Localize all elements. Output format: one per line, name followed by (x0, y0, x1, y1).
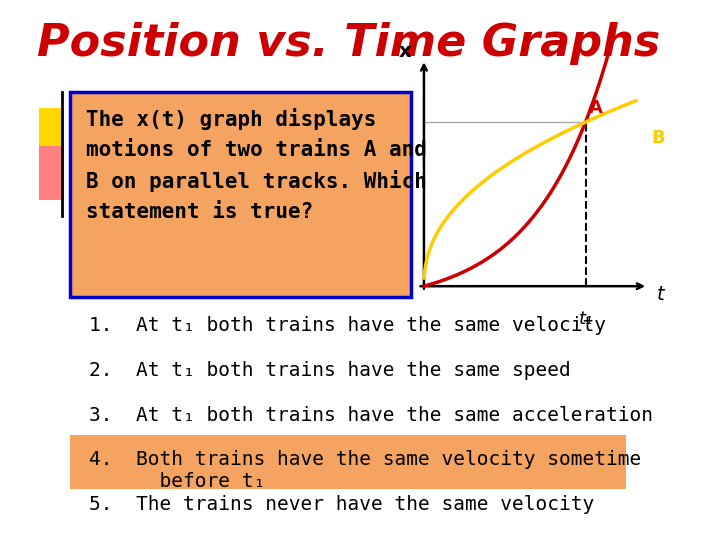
Text: 4.  Both trains have the same velocity sometime
      before t₁: 4. Both trains have the same velocity so… (89, 450, 642, 491)
Text: 5.  The trains never have the same velocity: 5. The trains never have the same veloci… (89, 495, 595, 514)
Text: Position vs. Time Graphs: Position vs. Time Graphs (37, 22, 660, 65)
Text: A: A (589, 99, 603, 117)
Text: 1.  At t₁ both trains have the same velocity: 1. At t₁ both trains have the same veloc… (89, 316, 606, 335)
FancyBboxPatch shape (71, 92, 411, 297)
Text: 3.  At t₁ both trains have the same acceleration: 3. At t₁ both trains have the same accel… (89, 406, 654, 424)
Text: B: B (651, 130, 665, 147)
Bar (39, 108, 64, 151)
Bar (71, 435, 626, 489)
Text: The x(t) graph displays
motions of two trains A and
B on parallel tracks. Which
: The x(t) graph displays motions of two t… (86, 108, 427, 222)
Bar (39, 146, 64, 200)
Text: x: x (399, 42, 411, 61)
Text: t: t (657, 285, 665, 304)
Text: 2.  At t₁ both trains have the same speed: 2. At t₁ both trains have the same speed (89, 361, 571, 380)
Text: t₁: t₁ (578, 310, 593, 328)
